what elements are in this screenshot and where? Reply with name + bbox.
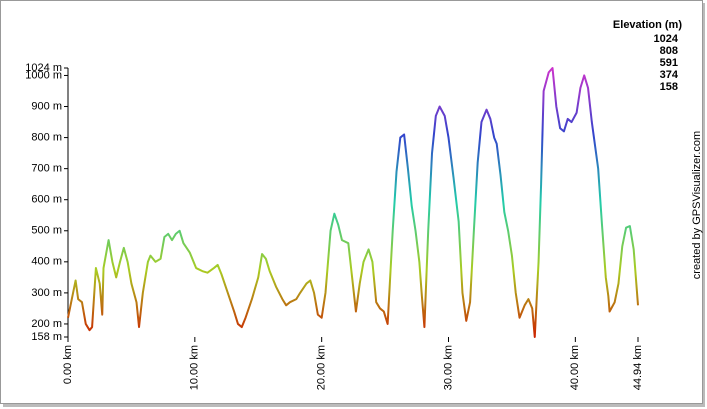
credit: created by GPSVisualizer.com: [691, 131, 703, 279]
y-tick-label: 1000 m: [25, 69, 62, 81]
x-tick-label: 44.94 km: [632, 345, 644, 390]
y-tick-label: 600 m: [31, 194, 62, 206]
x-tick-label: 0.00 km: [62, 345, 74, 384]
x-tick-label: 20.00 km: [316, 345, 328, 390]
y-tick-label: 900 m: [31, 100, 62, 112]
y-tick-label: 800 m: [31, 131, 62, 143]
legend-value: 374: [660, 69, 679, 81]
legend-value: 591: [660, 57, 678, 69]
y-tick-label: 158 m: [31, 331, 62, 343]
y-tick-label: 1024 m: [25, 62, 62, 74]
legend-value: 1024: [654, 33, 679, 45]
x-tick-label: 40.00 km: [569, 345, 581, 390]
x-tick-label: 10.00 km: [189, 345, 201, 390]
legend-title: Elevation (m): [613, 19, 682, 31]
y-tick-label: 500 m: [31, 225, 62, 237]
y-tick-label: 400 m: [31, 256, 62, 268]
x-tick-label: 30.00 km: [442, 345, 454, 390]
legend-value: 158: [660, 81, 678, 93]
elevation-line: [67, 67, 639, 338]
legend-value: 808: [660, 45, 678, 57]
y-tick-label: 300 m: [31, 287, 62, 299]
y-tick-label: 200 m: [31, 318, 62, 330]
y-tick-label: 700 m: [31, 163, 62, 175]
